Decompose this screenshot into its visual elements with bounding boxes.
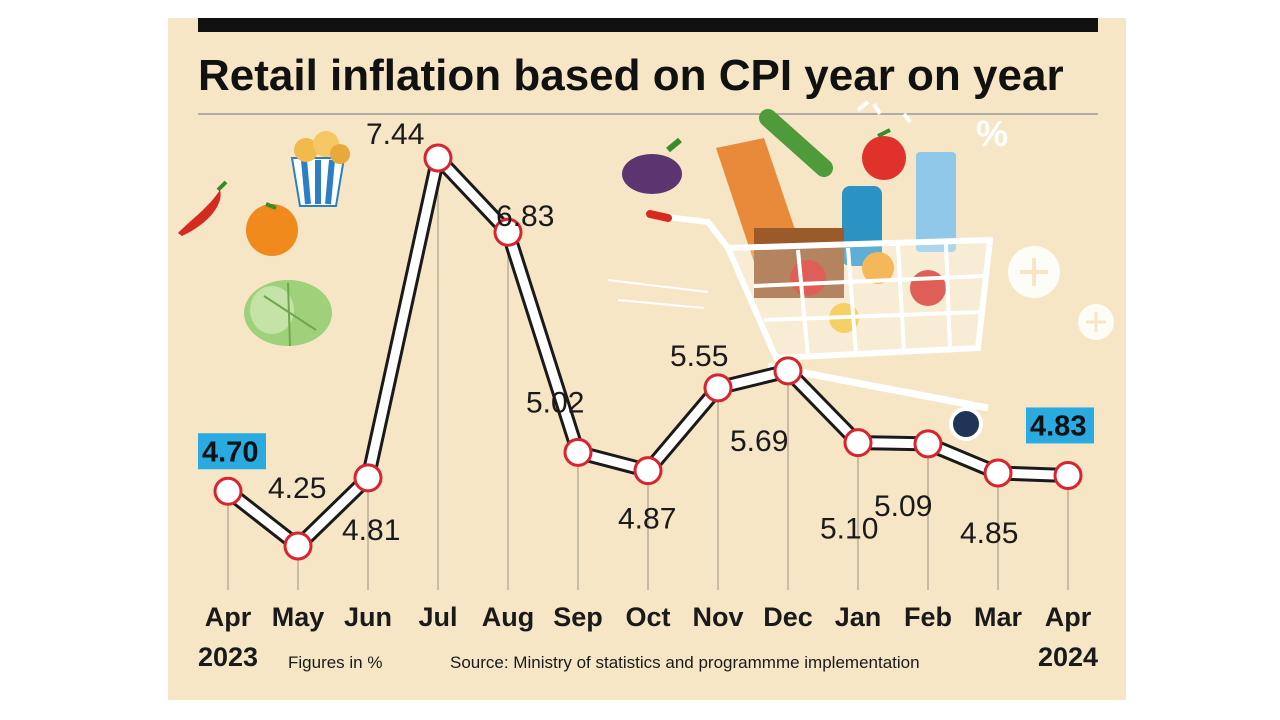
year-label: 2023 [198,642,258,672]
value-label: 7.44 [366,118,424,151]
data-point [423,143,453,173]
data-point [1053,460,1083,490]
value-label: 4.81 [342,514,400,547]
value-labels: 4.70 4.25 4.81 7.44 6.83 5.02 4.87 5.55 5.69 5.10… [198,118,1094,550]
cabbage-icon [244,280,332,347]
month-label: Nov [692,602,743,632]
month-label: Jun [344,602,392,632]
month-label: Jul [418,602,457,632]
value-label: 4.87 [618,503,676,536]
data-point [633,456,663,486]
drop-lines [227,158,1069,590]
eggplant-icon [622,137,682,194]
chart-title: Retail inflation based on CPI year on ye… [198,51,1064,100]
cpi-line-chart: Retail inflation based on CPI year on ye… [178,18,1114,672]
cucumber-icon [759,109,833,177]
value-label: 4.70 [202,436,258,468]
year-label: 2024 [1038,642,1098,672]
data-markers [213,143,1083,561]
data-point [353,463,383,493]
x-axis-labels: Apr May Jun Jul Aug Sep Oct Nov Dec Jan Feb Mar Apr 2… [198,602,1098,672]
month-label: Feb [904,602,952,632]
value-label: 5.02 [526,386,584,419]
highlight-box [198,433,266,470]
month-label: Sep [553,602,603,632]
shopping-cart-icon [607,138,994,441]
data-point [703,373,733,403]
data-point [493,217,523,247]
data-point [773,356,803,386]
value-label: 5.55 [670,340,728,373]
units-note: Figures in % [288,653,382,672]
value-label: 4.25 [268,472,326,505]
highlight-box [1026,407,1094,444]
data-point [913,429,943,459]
data-point [983,458,1013,488]
data-point [283,531,313,561]
month-label: Dec [763,602,813,632]
month-label: May [272,602,325,632]
value-label: 6.83 [496,200,554,233]
month-label: Oct [625,602,670,632]
value-label: 4.85 [960,517,1018,550]
value-label: 4.83 [1030,410,1086,442]
chart-panel: Retail inflation based on CPI year on ye… [168,18,1126,700]
percent-icon: % [976,113,1008,154]
data-point [213,476,243,506]
month-label: Apr [205,602,252,632]
chilli-icon [178,180,228,236]
month-label: Apr [1045,602,1092,632]
source-note: Source: Ministry of statistics and progr… [450,653,920,672]
data-point [563,437,593,467]
top-bar [198,18,1098,32]
month-label: Jan [835,602,882,632]
orange-icon [246,202,298,256]
month-label: Mar [974,602,1023,632]
svg-text:%: % [976,113,1008,154]
value-label: 5.10 [820,513,878,546]
month-label: Aug [482,602,534,632]
tomato-icon [862,128,906,180]
value-label: 5.09 [874,490,932,523]
plus-icon [856,100,1114,340]
popcorn-icon [290,131,350,207]
value-label: 5.69 [730,425,788,458]
data-point [843,428,873,458]
